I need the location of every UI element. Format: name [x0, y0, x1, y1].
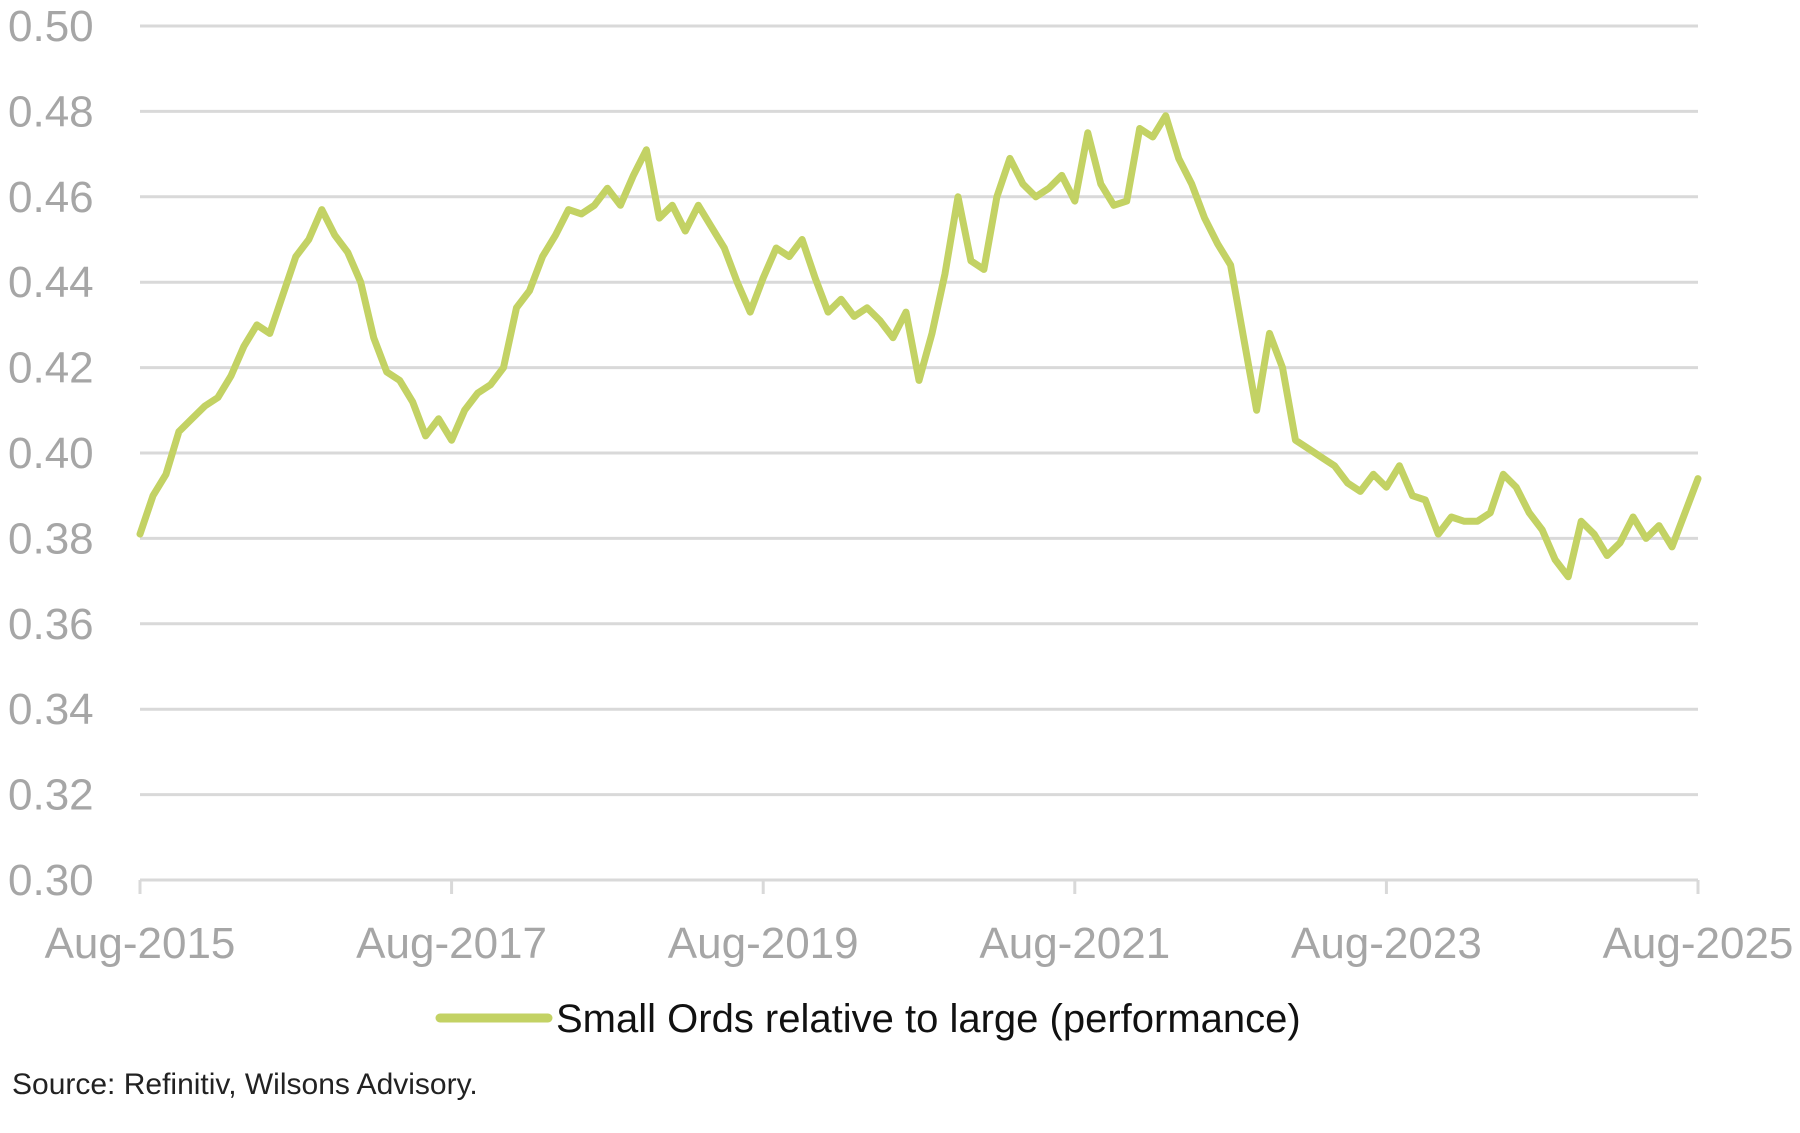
- y-tick-label: 0.32: [8, 771, 94, 820]
- y-tick-label: 0.44: [8, 258, 94, 307]
- y-tick-label: 0.50: [8, 2, 94, 51]
- y-tick-label: 0.34: [8, 685, 94, 734]
- y-tick-label: 0.38: [8, 514, 94, 563]
- x-tick-label: Aug-2017: [356, 919, 547, 968]
- x-tick-label: Aug-2021: [979, 919, 1170, 968]
- x-tick-label: Aug-2019: [668, 919, 859, 968]
- y-tick-label: 0.48: [8, 87, 94, 136]
- y-tick-label: 0.40: [8, 429, 94, 478]
- x-tick-label: Aug-2025: [1603, 919, 1794, 968]
- x-tick-label: Aug-2023: [1291, 919, 1482, 968]
- series-line: [136, 112, 1702, 581]
- source-note: Source: Refinitiv, Wilsons Advisory.: [12, 1068, 478, 1101]
- y-tick-label: 0.30: [8, 856, 94, 905]
- legend-label: Small Ords relative to large (performanc…: [556, 997, 1301, 1041]
- y-tick-label: 0.42: [8, 344, 94, 393]
- x-tick-label: Aug-2015: [45, 919, 236, 968]
- y-tick-label: 0.46: [8, 173, 94, 222]
- y-tick-label: 0.36: [8, 600, 94, 649]
